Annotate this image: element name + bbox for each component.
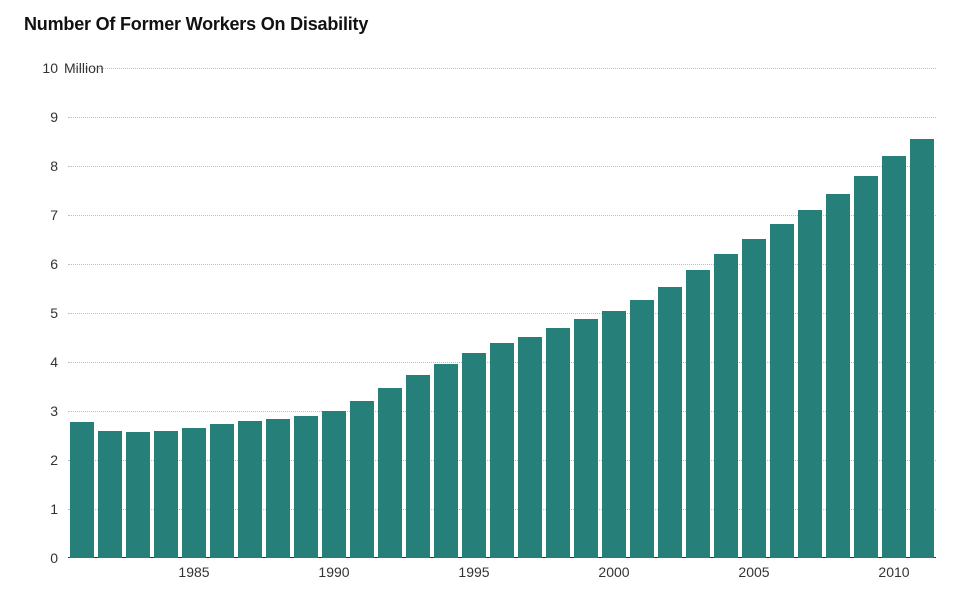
bar (154, 431, 179, 558)
x-axis-tick-label: 2010 (878, 564, 909, 580)
y-axis-tick-label: 10 (26, 60, 58, 76)
bar (686, 270, 711, 558)
bars-layer (68, 68, 936, 558)
y-axis-tick-label: 6 (26, 256, 58, 272)
bar (854, 176, 879, 558)
x-axis-tick-label: 1995 (458, 564, 489, 580)
bar (210, 424, 235, 558)
bar (98, 431, 123, 558)
bar (462, 353, 487, 558)
x-axis-tick-label: 1985 (178, 564, 209, 580)
bar (294, 416, 319, 558)
bar (434, 364, 459, 558)
y-axis-tick-label: 9 (26, 109, 58, 125)
bar (266, 419, 291, 558)
bar (490, 343, 515, 558)
bar (546, 328, 571, 558)
bar (910, 139, 935, 558)
bar (182, 428, 207, 558)
bar (798, 210, 823, 558)
x-axis-tick-label: 2000 (598, 564, 629, 580)
bar (658, 287, 683, 558)
bar (378, 388, 403, 558)
y-axis-tick-label: 5 (26, 305, 58, 321)
bar (630, 300, 655, 558)
bar (350, 401, 375, 558)
bar (714, 254, 739, 558)
bar (70, 422, 95, 558)
bar (518, 337, 543, 558)
x-axis-tick-label: 2005 (738, 564, 769, 580)
y-axis-tick-label: 0 (26, 550, 58, 566)
bar (742, 239, 767, 558)
bar (602, 311, 627, 558)
y-axis-tick-label: 4 (26, 354, 58, 370)
bar (826, 194, 851, 558)
y-axis-tick-label: 2 (26, 452, 58, 468)
bar (238, 421, 263, 558)
plot-area (68, 68, 936, 558)
chart-title: Number Of Former Workers On Disability (24, 14, 368, 35)
x-axis-tick-label: 1990 (318, 564, 349, 580)
bar (126, 432, 151, 558)
y-axis-tick-label: 8 (26, 158, 58, 174)
bar (322, 411, 347, 558)
bar (882, 156, 907, 558)
bar (574, 319, 599, 558)
y-axis-unit-label: Million (64, 60, 104, 76)
y-axis-tick-label: 3 (26, 403, 58, 419)
y-axis-tick-label: 1 (26, 501, 58, 517)
bar (770, 224, 795, 558)
bar (406, 375, 431, 558)
y-axis-tick-label: 7 (26, 207, 58, 223)
